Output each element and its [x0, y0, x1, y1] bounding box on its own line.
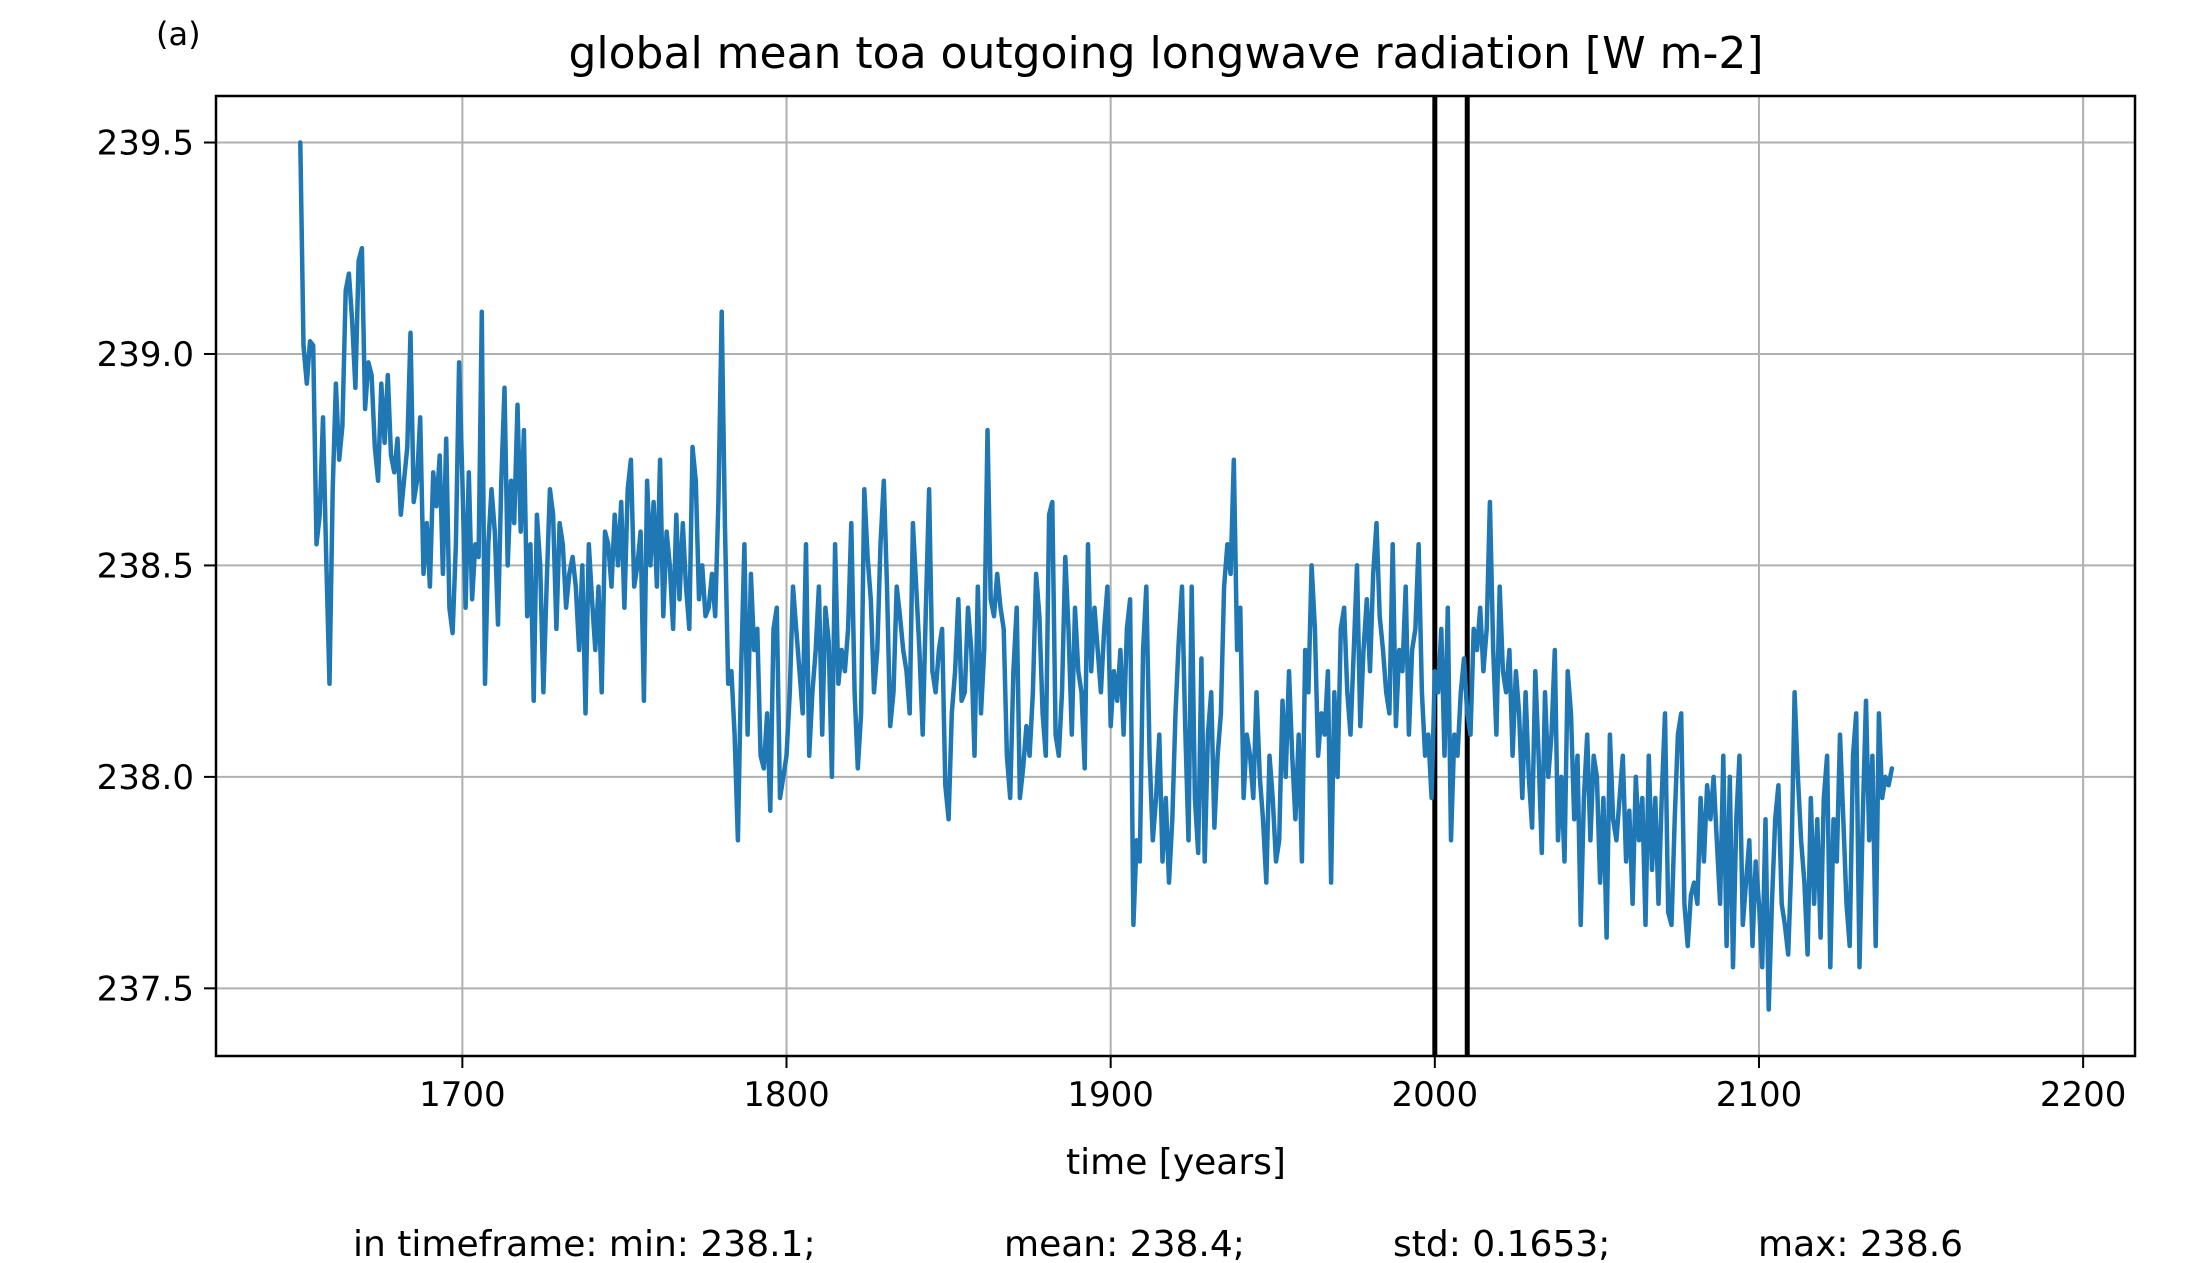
y-tick-label: 238.0: [97, 758, 194, 798]
stats-max: max: 238.6: [1758, 1224, 1963, 1263]
y-tick-label: 237.5: [97, 969, 194, 1009]
y-ticks: 237.5 238.0 238.5 239.0 239.5: [97, 124, 216, 1009]
x-axis-label: time [years]: [1066, 1142, 1286, 1183]
x-ticks: 1700 1800 1900 2000 2100 2200: [419, 1056, 2126, 1115]
y-tick-label: 239.5: [97, 124, 194, 164]
x-tick-label: 1800: [743, 1075, 830, 1115]
stats-line: in timeframe: min: 238.1; mean: 238.4; s…: [353, 1224, 1963, 1263]
plot-frame: [214, 94, 2137, 1058]
x-tick-label: 2200: [2040, 1075, 2127, 1115]
x-tick-label: 1700: [419, 1075, 506, 1115]
stats-std: std: 0.1653;: [1393, 1224, 1610, 1263]
panel-label: (a): [156, 15, 201, 53]
grid-lines: [216, 96, 2135, 1056]
x-tick-label: 1900: [1067, 1075, 1154, 1115]
y-tick-label: 239.0: [97, 335, 194, 375]
x-tick-label: 2000: [1392, 1075, 1479, 1115]
x-tick-label: 2100: [1716, 1075, 1803, 1115]
y-tick-label: 238.5: [97, 546, 194, 586]
stats-mean: mean: 238.4;: [1004, 1224, 1245, 1263]
series-layer: [298, 140, 1895, 1012]
stats-min: in timeframe: min: 238.1;: [353, 1224, 816, 1263]
chart-title: global mean toa outgoing longwave radiat…: [568, 28, 1763, 79]
series-line-0: [298, 140, 1895, 1012]
reference-lines: [1432, 96, 1470, 1056]
